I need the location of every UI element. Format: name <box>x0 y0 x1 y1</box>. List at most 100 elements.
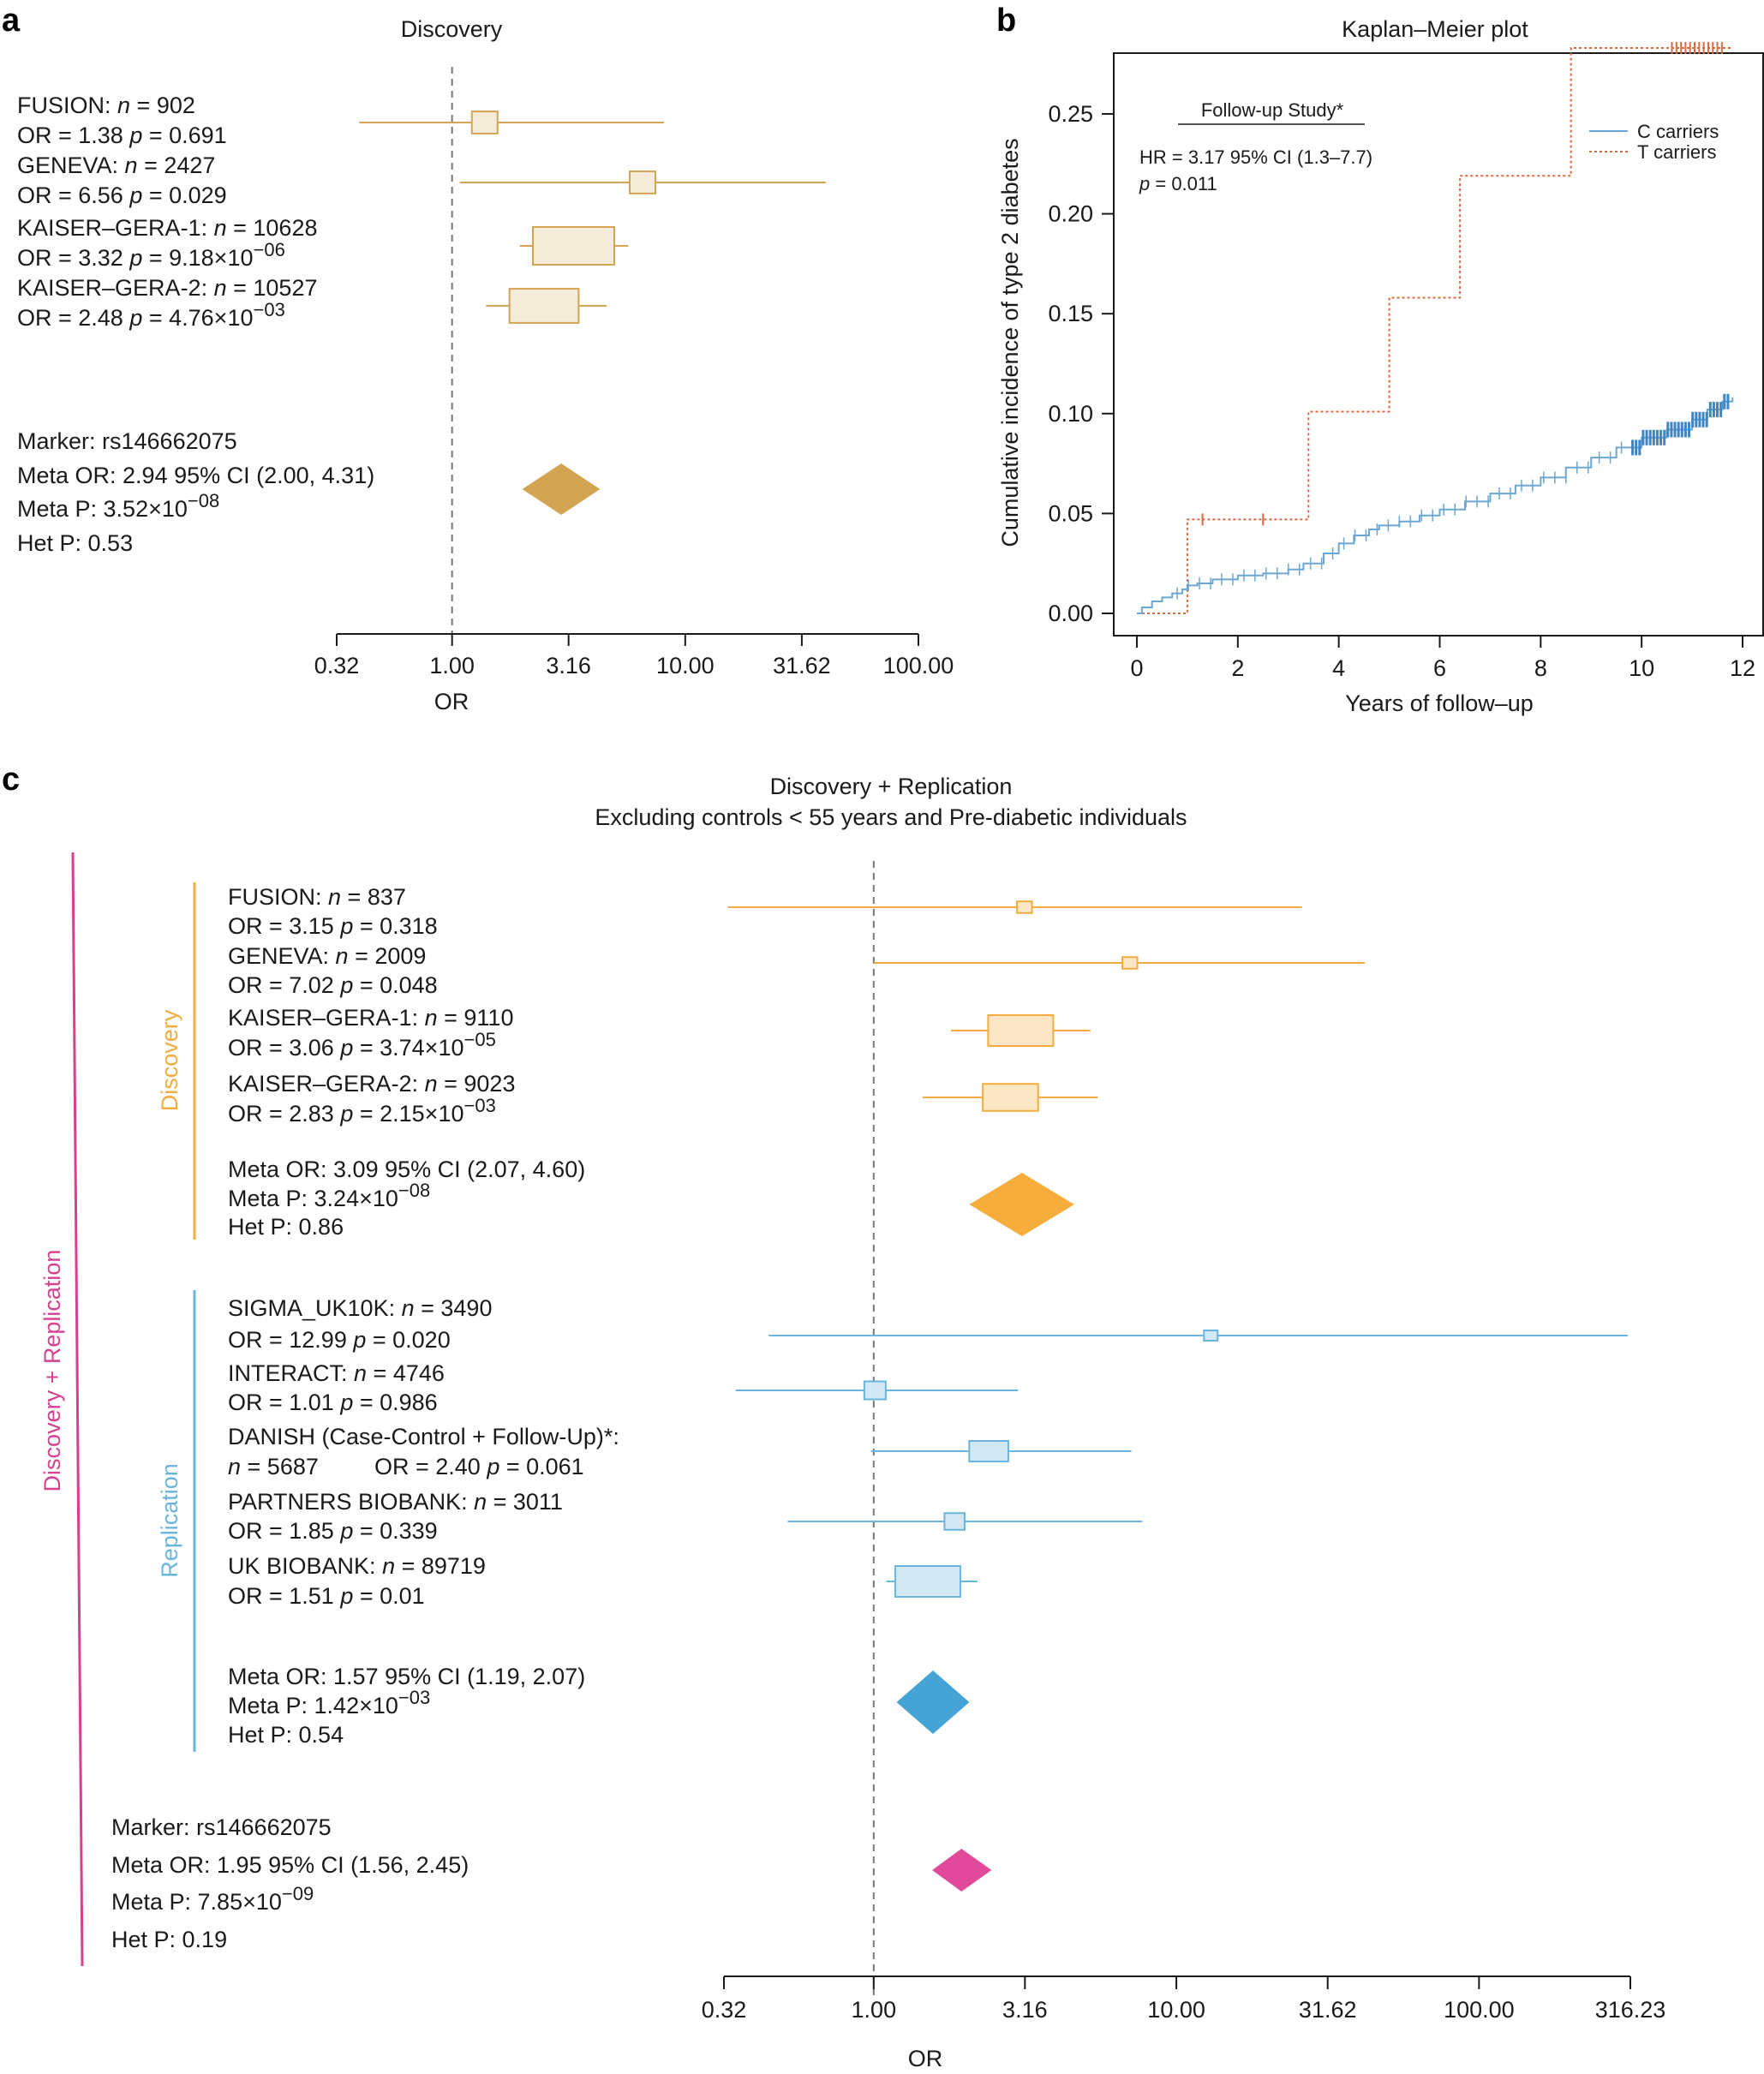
panel-c-discovery-study-kaiser-gera-2-name-line: KAISER–GERA-2: n = 9023 <box>228 1071 515 1097</box>
panel-a-study-kaiser-gera-2-name: KAISER–GERA-2: <box>17 275 214 301</box>
panel-a-study-fusion-p-symbol: p <box>129 123 142 148</box>
panel-b-plot-frame <box>1113 52 1764 637</box>
panel-c-replication-study-sigma-uk10k-name-line: SIGMA_UK10K: n = 3490 <box>228 1295 492 1321</box>
panel-c-replication-study-sigma-uk10k-stats-line: OR = 12.99 p = 0.020 <box>228 1327 451 1353</box>
replication-meta-p: Meta P: 1.42×10−03 <box>228 1687 430 1718</box>
panel-c-discovery-study-kaiser-gera-1-or: OR = 3.06 <box>228 1035 340 1061</box>
panel-c-replication-study-sigma-uk10k-p-value: = 0.020 <box>366 1327 450 1353</box>
panel-c-discovery-study-kaiser-gera-1-p-value: = 3.74×10 <box>353 1035 463 1061</box>
panel-c-replication-study-interact-p-value: = 0.986 <box>353 1390 437 1415</box>
series-c-carriers-line <box>1137 397 1734 614</box>
panel-a-study-kaiser-gera-1-name: KAISER–GERA-1: <box>17 215 214 241</box>
panel-c-discovery-study-kaiser-gera-1-p-symbol: p <box>339 1035 353 1061</box>
panel-c-discovery-study-kaiser-gera-2-p-symbol: p <box>339 1101 353 1127</box>
panel-c-discovery-study-kaiser-gera-2-name: KAISER–GERA-2: <box>228 1071 425 1097</box>
panel-c-discovery-study-kaiser-gera-2-n-symbol: n <box>425 1071 438 1097</box>
discovery-het-p: Het P: 0.86 <box>228 1214 344 1240</box>
panel-b-y-tick-label-0-10: 0.10 <box>1048 401 1093 427</box>
legend-label-c-carriers: C carriers <box>1637 121 1719 142</box>
panel-a-tick-label-3-16: 3.16 <box>546 653 591 678</box>
panel-c-discovery-study-kaiser-gera-1-name-line: KAISER–GERA-1: n = 9110 <box>228 1005 513 1031</box>
panel-c-discovery-study-geneva-or: OR = 7.02 <box>228 972 340 998</box>
panel-a-study-kaiser-gera-2-p-symbol: p <box>129 305 142 331</box>
panel-a-study-kaiser-gera-2-or: OR = 2.48 <box>17 305 129 331</box>
panel-a-study-geneva-point-box <box>629 170 657 194</box>
panel-a-study-kaiser-gera-1-n-value: = 10628 <box>227 215 318 241</box>
panel-c-replication-study-partners-biobank-p-symbol: p <box>339 1518 353 1544</box>
panel-a-study-kaiser-gera-2-stats-line: OR = 2.48 p = 4.76×10−03 <box>17 299 285 331</box>
panel-c-replication-study-interact-n-symbol: n <box>354 1360 367 1386</box>
panel-a-study-geneva-or: OR = 6.56 <box>17 182 129 208</box>
panel-a-meta-or: Meta OR: 2.94 95% CI (2.00, 4.31) <box>17 463 374 488</box>
panel-c-discovery-study-kaiser-gera-2-p-exponent: −03 <box>463 1095 495 1116</box>
panel-c-replication-study-danish-case-control-follow-up-point-box <box>968 1440 1009 1462</box>
panel-b-annotation-p-italic: p <box>1139 173 1150 194</box>
panel-b-x-tick-label-2: 2 <box>1231 655 1244 681</box>
panel-c-replication-study-partners-biobank-name-line: PARTNERS BIOBANK: n = 3011 <box>228 1489 563 1515</box>
overall-meta-p-base: Meta P: 7.85×10 <box>111 1889 282 1915</box>
panel-a-study-kaiser-gera-2-n-symbol: n <box>214 275 227 301</box>
panel-c-forest-plot: Discovery + Replication Excluding contro… <box>39 774 1665 2071</box>
panel-c-discovery-study-fusion-n-value: = 837 <box>341 884 406 910</box>
panel-a-study-geneva-n-symbol: n <box>125 152 138 178</box>
panel-c-replication-study-uk-biobank-n-symbol: n <box>382 1553 395 1579</box>
replication-meta-or: Meta OR: 1.57 95% CI (1.19, 2.07) <box>228 1664 585 1689</box>
panel-c-replication-study-interact-stats-line: OR = 1.01 p = 0.986 <box>228 1390 438 1415</box>
panel-c-replication-study-uk-biobank-p-symbol: p <box>339 1583 353 1609</box>
panel-a-meta-p: Meta P: 3.52×10−08 <box>17 490 219 522</box>
panel-c-tick-label-31-62: 31.62 <box>1299 1997 1357 2023</box>
panel-a-study-kaiser-gera-1-p-exponent: −06 <box>253 239 284 260</box>
panel-c-discovery-study-kaiser-gera-2-n-value: = 9023 <box>438 1071 516 1097</box>
panel-c-discovery-study-geneva-point-box <box>1121 956 1139 970</box>
panel-a-study-geneva-p-value: = 0.029 <box>142 182 226 208</box>
panel-b-y-tick-label-0-25: 0.25 <box>1048 101 1093 127</box>
panel-c-discovery-study-geneva-stats-line: OR = 7.02 p = 0.048 <box>228 972 438 998</box>
panel-c-discovery-study-kaiser-gera-1-stats-line: OR = 3.06 p = 3.74×10−05 <box>228 1029 496 1061</box>
panel-c-replication-meta-diamond <box>896 1671 970 1734</box>
panel-c-discovery-study-fusion-or: OR = 3.15 <box>228 913 340 939</box>
panel-b-annotation-p: p = 0.011 <box>1139 173 1217 194</box>
panel-c-replication-study-interact-or: OR = 1.01 <box>228 1390 340 1415</box>
panel-c-replication-study-sigma-uk10k-name: SIGMA_UK10K: <box>228 1295 402 1321</box>
panel-c-replication-study-danish-case-control-follow-up-name-line: DANISH (Case-Control + Follow-Up)*: <box>228 1424 619 1449</box>
panel-a-study-fusion-name: FUSION: <box>17 93 117 118</box>
panel-a-marks <box>359 67 826 634</box>
panel-c-replication-study-uk-biobank-point-box <box>894 1565 962 1598</box>
panel-a-study-fusion-p-value: = 0.691 <box>142 123 226 148</box>
panel-a-study-kaiser-gera-1-point-box <box>532 226 616 266</box>
panel-c-replication-summary: Meta OR: 1.57 95% CI (1.19, 2.07) Meta P… <box>228 1664 585 1748</box>
panel-a-study-kaiser-gera-1-p-symbol: p <box>129 245 142 271</box>
panel-c-discovery-study-fusion-p-symbol: p <box>339 913 353 939</box>
panel-c-replication-study-partners-biobank-or: OR = 1.85 <box>228 1518 340 1544</box>
panel-a-meta-diamond <box>522 463 601 515</box>
group-bar-discovery-replication <box>71 852 84 1967</box>
panel-c-replication-study-interact-name: INTERACT: <box>228 1360 354 1386</box>
panel-c-replication-study-uk-biobank-n-value: = 89719 <box>395 1553 486 1579</box>
panel-a-tick-label-10-00: 10.00 <box>656 653 715 678</box>
panel-c-replication-study-sigma-uk10k-n-symbol: n <box>402 1295 415 1321</box>
panel-b-annotation-p-rest: = 0.011 <box>1150 173 1217 194</box>
panel-b-y-tick-label-0-20: 0.20 <box>1048 201 1093 227</box>
discovery-meta-p: Meta P: 3.24×10−08 <box>228 1180 430 1211</box>
overall-meta-p: Meta P: 7.85×10−09 <box>111 1883 314 1915</box>
panel-b-legend: C carriers T carriers <box>1589 121 1719 163</box>
overall-marker: Marker: rs146662075 <box>111 1814 332 1840</box>
discovery-meta-p-base: Meta P: 3.24×10 <box>228 1186 398 1211</box>
panel-c-replication-study-danish-case-control-follow-up-p-symbol: p <box>486 1454 499 1479</box>
group-label-discovery-replication: Discovery + Replication <box>39 1250 65 1492</box>
panel-c-discovery-study-kaiser-gera-1-n-symbol: n <box>425 1005 438 1031</box>
panel-c-replication-study-danish-case-control-follow-up-n-value: = 5687 <box>241 1454 319 1479</box>
panel-c-replication-study-partners-biobank-name: PARTNERS BIOBANK: <box>228 1489 474 1515</box>
panel-c-discovery-study-geneva-name: GENEVA: <box>228 943 336 969</box>
panel-c-replication-study-partners-biobank-stats-line: OR = 1.85 p = 0.339 <box>228 1518 438 1544</box>
panel-a-study-geneva-p-symbol: p <box>129 182 142 208</box>
panel-b-x-tick-label-8: 8 <box>1534 655 1547 681</box>
panel-c-x-label: OR <box>908 2046 943 2071</box>
panel-a-study-kaiser-gera-1-n-symbol: n <box>214 215 227 241</box>
panel-c-discovery-study-fusion-name-line: FUSION: n = 837 <box>228 884 406 910</box>
panel-a-study-kaiser-gera-1-or: OR = 3.32 <box>17 245 129 271</box>
panel-c-discovery-study-kaiser-gera-1-n-value: = 9110 <box>438 1005 514 1031</box>
panel-b-x-label: Years of follow–up <box>1345 690 1534 716</box>
panel-c-discovery-study-kaiser-gera-1-p-exponent: −05 <box>463 1029 495 1050</box>
